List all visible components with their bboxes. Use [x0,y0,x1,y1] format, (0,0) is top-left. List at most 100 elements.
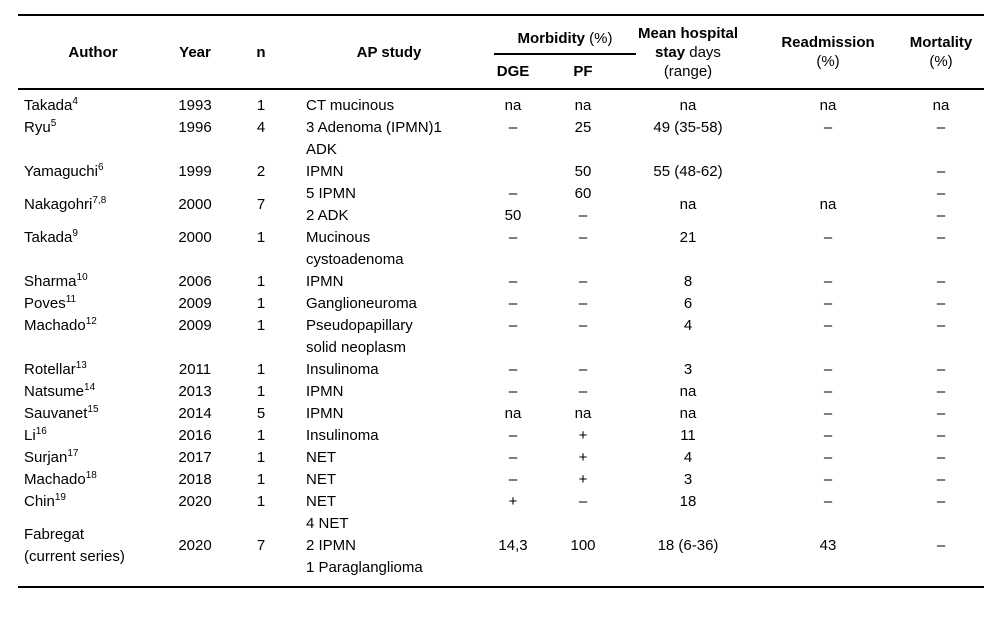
mortality-cell: – [898,469,984,491]
year-cell: 2020 [178,537,212,554]
ap-study-cell: IPMN [300,161,478,183]
readmission-cell: na [758,89,898,117]
author-name: Rotellar [24,361,76,378]
mortality-cell: – [898,359,984,381]
dge-cell: – [478,425,548,447]
cell-line: – [823,449,833,466]
mortality-cell: – [898,227,984,271]
year-cell: 2006 [178,273,212,290]
cell-line: – [508,295,518,312]
table-row: Ryu5 1996 4 3 Adenoma (IPMN)1 ADK – 25 49 (35-5… [18,117,984,161]
year-cell: 2017 [178,449,212,466]
cell-line: – [823,493,833,510]
cell-line: – [823,471,833,488]
cell-line: 11 [680,427,696,444]
cell-line: – [936,449,946,466]
morbidity-label-bold: Morbidity [517,30,586,47]
cell-line: 50 [574,163,592,180]
author-name: Chin [24,493,55,510]
mortality-cell: – [898,403,984,425]
author-reference-superscript: 15 [87,404,99,415]
cell-line: 3 [683,471,693,488]
readmission-header-label: Readmission [781,34,875,51]
cell-line: – [936,361,946,378]
table-row: Li16 2016 1 Insulinoma – +11 – – [18,425,984,447]
cell-line: NET [306,471,336,488]
dge-cell: – [478,293,548,315]
year-cell: 2009 [178,317,212,334]
ap-study-cell: NET [300,447,478,469]
year-cell: 1999 [178,163,212,180]
stay-header-line2-rest: days [685,43,721,61]
readmission-cell [758,161,898,183]
cell-line: 8 [683,273,693,290]
cell-line: IPMN [306,163,344,180]
year-cell: 2009 [178,295,212,312]
readmission-cell: – [758,271,898,293]
pf-cell: 50 [548,161,618,183]
author-cell: Chin19 [18,491,168,513]
author-cell: Takada9 [18,227,168,271]
cell-line: 21 [679,229,697,246]
cell-line: – [936,163,946,180]
author-reference-superscript: 18 [85,470,97,481]
ap-study-cell: CT mucinous [300,89,478,117]
cell-line: + [578,449,588,466]
table-header: Author Year n AP study Morbidity (%) Mea… [18,15,984,90]
author-reference-superscript: 7,8 [92,195,107,206]
n-cell: 5 [256,405,266,422]
author-name: Takada [24,229,73,246]
cell-line: NET [306,449,336,466]
cell-line: – [578,273,588,290]
mortality-cell: na [898,89,984,117]
cell-line: 25 [574,119,592,136]
n-cell: 1 [256,295,266,312]
pf-cell: – [548,315,618,359]
morbidity-underline [494,53,636,55]
cell-line: 1 Paraglanglioma [306,559,423,576]
stay-header-line2-bold: stay [655,43,686,61]
year-cell: 2016 [178,427,212,444]
cell-line: – [508,383,518,400]
pf-cell: – [548,381,618,403]
cell-line: – [936,207,946,224]
n-cell: 1 [256,317,266,334]
readmission-cell: – [758,491,898,513]
ap-study-cell: Pseudopapillary solid neoplasm [300,315,478,359]
author-name: Fabregat [24,526,85,543]
stay-cell: 49 (35-58) [618,117,758,161]
readmission-cell: – [758,447,898,469]
cell-line: CT mucinous [306,97,395,114]
cell-line: – [508,427,518,444]
stay-cell: 8 [618,271,758,293]
table-row: Chin19 2020 1 NET + – 18 – – [18,491,984,513]
cell-line: IPMN [306,405,344,422]
ap-study-cell: Mucinous cystoadenoma [300,227,478,271]
cell-line: 60 [574,185,592,202]
year-cell: 2000 [178,229,212,246]
author-name: Ryu [24,119,51,136]
cell-line: – [508,185,518,202]
year-cell: 2011 [178,361,212,378]
author-name: Surjan [24,449,68,466]
author-reference-superscript: 12 [85,316,97,327]
cell-line: – [578,383,588,400]
col-header-year: Year [168,15,222,90]
author-cell: Poves11 [18,293,168,315]
author-name: Li [24,427,36,444]
cell-line: – [936,229,946,246]
dge-cell: na [478,403,548,425]
author-reference-superscript: 17 [67,448,79,459]
author-cell: Rotellar13 [18,359,168,381]
readmission-cell: – [758,381,898,403]
cell-line: 5 IPMN [306,185,357,202]
readmission-cell: – [758,227,898,271]
col-header-ap-study: AP study [300,15,478,90]
cell-line: cystoadenoma [306,251,404,268]
cell-line: 4 NET [306,515,349,532]
year-cell: 2013 [178,383,212,400]
cell-line: 4 [683,317,693,334]
ap-study-cell: 4 NET 2 IPMN 1 Paraglanglioma [300,513,478,587]
table-row: Yamaguchi6 1999 2 IPMN 50 55 (48-62) – [18,161,984,183]
author-reference-superscript: 14 [84,382,96,393]
